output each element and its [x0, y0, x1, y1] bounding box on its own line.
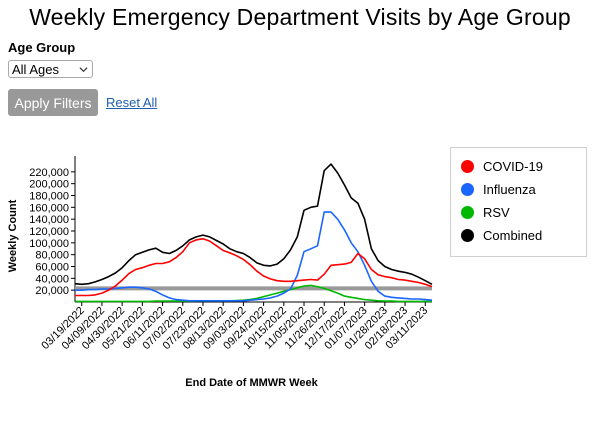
y-tick-label: 160,000 [29, 202, 69, 214]
legend-label-influenza: Influenza [483, 182, 536, 197]
reset-all-link[interactable]: Reset All [106, 95, 158, 110]
y-tick-label: 40,000 [35, 273, 69, 285]
apply-filters-button[interactable]: Apply Filters [8, 89, 98, 116]
y-tick-label: 60,000 [35, 262, 69, 274]
y-axis: 20,00040,00060,00080,000100,000120,00014… [29, 156, 76, 302]
page-title: Weekly Emergency Department Visits by Ag… [29, 4, 571, 30]
y-tick-label: 140,000 [29, 214, 69, 226]
y-axis-title: Weekly Count [7, 199, 19, 272]
line-chart: 20,00040,00060,00080,000100,000120,00014… [7, 156, 433, 389]
age-group-label: Age Group [8, 40, 76, 55]
legend-dot-influenza [461, 183, 474, 196]
chevron-down-icon [79, 67, 88, 73]
legend-label-combined: Combined [483, 228, 543, 243]
series-lines [74, 163, 433, 303]
age-group-select[interactable]: All Ages [8, 60, 93, 78]
y-tick-label: 20,000 [35, 285, 69, 297]
legend-dot-combined [461, 229, 474, 242]
x-axis: 03/19/202204/09/202204/30/202205/21/2022… [39, 301, 432, 352]
y-tick-label: 180,000 [29, 191, 69, 203]
series-line-combined [74, 163, 433, 286]
y-tick-label: 120,000 [29, 226, 69, 238]
x-axis-title: End Date of MMWR Week [185, 377, 318, 389]
legend-label-covid: COVID-19 [483, 159, 543, 174]
series-line-covid-19 [75, 237, 433, 297]
series-line-influenza [75, 211, 433, 302]
legend-label-rsv: RSV [483, 205, 510, 220]
legend-dot-covid [461, 160, 474, 173]
y-tick-label: 80,000 [35, 250, 69, 262]
y-tick-label: 200,000 [29, 179, 69, 191]
y-tick-label: 100,000 [29, 238, 69, 250]
chart-legend: COVID-19 Influenza RSV Combined [450, 147, 587, 257]
age-group-select-value: All Ages [12, 62, 59, 77]
legend-dot-rsv [461, 206, 474, 219]
series-line-rsv [75, 284, 432, 303]
y-tick-label: 220,000 [29, 167, 69, 179]
